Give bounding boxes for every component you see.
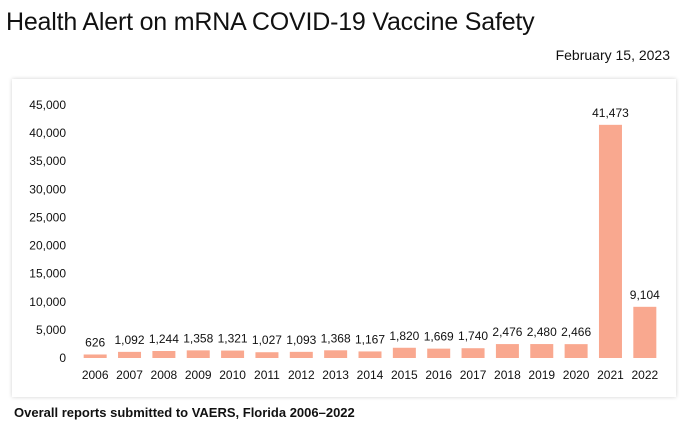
x-tick-label: 2013 xyxy=(322,368,349,382)
x-tick-label: 2017 xyxy=(460,368,487,382)
x-axis: 2006 2007 2008 2009 2010 2011 2012 2013 2014 2015… xyxy=(82,368,659,382)
chart-caption: Overall reports submitted to VAERS, Flor… xyxy=(14,405,355,420)
x-tick-label: 2011 xyxy=(254,368,280,382)
x-tick-label: 2007 xyxy=(116,368,143,382)
data-label: 1,669 xyxy=(424,330,454,344)
bar-2012 xyxy=(289,351,313,358)
bar-2011 xyxy=(255,352,279,358)
x-tick-label: 2008 xyxy=(151,368,178,382)
bar-2007 xyxy=(118,351,142,358)
bar-2014 xyxy=(358,351,382,358)
bar-2021 xyxy=(598,124,622,358)
data-label: 2,476 xyxy=(492,325,522,339)
bar-2020 xyxy=(564,344,588,358)
data-label: 2,480 xyxy=(527,325,557,339)
x-tick-label: 2015 xyxy=(391,368,418,382)
x-tick-label: 2014 xyxy=(357,368,384,382)
data-label: 1,092 xyxy=(115,333,145,347)
bar-2015 xyxy=(392,347,416,358)
x-tick-label: 2009 xyxy=(185,368,212,382)
data-label: 1,740 xyxy=(458,329,488,343)
x-tick-label: 2012 xyxy=(288,368,315,382)
bar-2017 xyxy=(461,348,485,358)
publication-date: February 15, 2023 xyxy=(555,47,670,63)
x-tick-label: 2020 xyxy=(563,368,590,382)
data-label: 1,027 xyxy=(252,333,282,347)
bar-2022 xyxy=(633,306,657,358)
data-label: 1,167 xyxy=(355,332,385,346)
data-label: 1,093 xyxy=(286,333,316,347)
data-label: 1,820 xyxy=(389,329,419,343)
y-tick-label: 5,000 xyxy=(36,323,66,337)
y-tick-label: 10,000 xyxy=(29,295,66,309)
data-label: 1,358 xyxy=(183,331,213,345)
data-label: 9,104 xyxy=(630,288,660,302)
data-label: 41,473 xyxy=(592,106,629,120)
data-label: 626 xyxy=(85,335,105,349)
y-tick-label: 35,000 xyxy=(29,154,66,168)
y-tick-label: 40,000 xyxy=(29,126,66,140)
data-label: 1,321 xyxy=(218,332,248,346)
x-tick-label: 2016 xyxy=(425,368,452,382)
bar-2010 xyxy=(221,350,245,358)
x-tick-label: 2006 xyxy=(82,368,109,382)
page-title: Health Alert on mRNA COVID-19 Vaccine Sa… xyxy=(6,8,535,36)
data-label: 1,244 xyxy=(149,332,179,346)
bar-2016 xyxy=(427,348,451,358)
chart-panel: 0 5,000 10,000 15,000 20,000 25,000 30,000 35,0… xyxy=(12,79,676,397)
bar-2018 xyxy=(495,344,519,358)
bar-2009 xyxy=(186,350,210,358)
x-tick-label: 2021 xyxy=(597,368,624,382)
y-tick-label: 45,000 xyxy=(29,98,66,112)
x-tick-label: 2018 xyxy=(494,368,521,382)
x-tick-label: 2022 xyxy=(631,368,658,382)
bar-chart: 0 5,000 10,000 15,000 20,000 25,000 30,000 35,0… xyxy=(29,98,660,382)
y-tick-label: 0 xyxy=(59,351,66,365)
bar-series xyxy=(83,124,657,358)
y-tick-label: 30,000 xyxy=(29,182,66,196)
data-label: 1,368 xyxy=(321,331,351,345)
data-labels: 626 1,092 1,244 1,358 1,321 1,027 1,093 1,368 1,… xyxy=(85,106,660,350)
y-tick-label: 25,000 xyxy=(29,210,66,224)
bar-2008 xyxy=(152,351,176,358)
data-label: 2,466 xyxy=(561,325,591,339)
y-tick-label: 20,000 xyxy=(29,239,66,253)
bar-2013 xyxy=(324,350,348,358)
y-tick-label: 15,000 xyxy=(29,267,66,281)
bar-2019 xyxy=(530,344,554,358)
y-axis: 0 5,000 10,000 15,000 20,000 25,000 30,000 35,0… xyxy=(29,98,66,365)
bar-2006 xyxy=(83,354,107,358)
x-tick-label: 2019 xyxy=(528,368,555,382)
x-tick-label: 2010 xyxy=(219,368,246,382)
